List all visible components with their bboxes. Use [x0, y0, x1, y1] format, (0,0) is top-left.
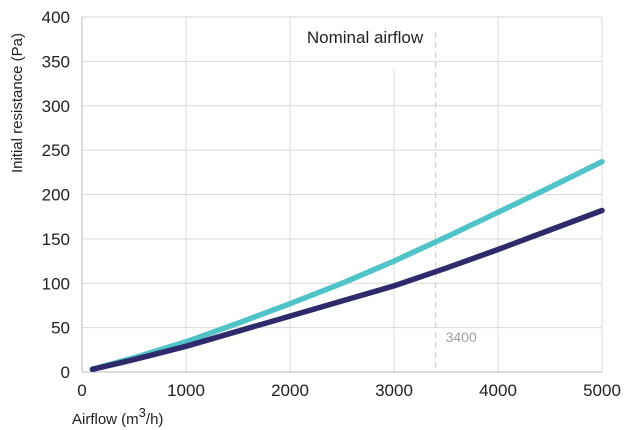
- series-line-2: [89, 207, 605, 373]
- x-axis-label-main: Airflow (m: [72, 411, 139, 428]
- y-tick-label: 0: [61, 363, 70, 382]
- nominal-airflow-label: Nominal airflow: [307, 28, 424, 47]
- x-tick-label: 0: [77, 381, 86, 400]
- series-group: [89, 158, 605, 373]
- nominal-airflow-marker: 3400: [435, 32, 477, 372]
- y-tick-label: 50: [51, 319, 70, 338]
- series-line-1: [89, 158, 605, 373]
- x-axis-label-tail: /h): [146, 411, 164, 428]
- y-tick-label: 200: [42, 186, 70, 205]
- y-tick-label: 250: [42, 141, 70, 160]
- x-axis-label: Airflow (m3/h): [72, 405, 163, 428]
- y-tick-label: 400: [42, 8, 70, 27]
- x-tick-label: 5000: [583, 381, 621, 400]
- grid: [82, 16, 603, 372]
- y-tick-label: 150: [42, 230, 70, 249]
- y-tick-label: 300: [42, 97, 70, 116]
- y-tick-label: 350: [42, 52, 70, 71]
- axes: [81, 17, 602, 373]
- y-axis-label: Initial resistance (Pa): [9, 33, 26, 173]
- y-tick-label: 100: [42, 274, 70, 293]
- x-tick-label: 3000: [375, 381, 413, 400]
- nominal-airflow-value: 3400: [446, 329, 477, 345]
- x-axis-label-superscript: 3: [139, 405, 146, 420]
- x-tick-label: 4000: [479, 381, 517, 400]
- x-tick-label: 2000: [271, 381, 309, 400]
- x-tick-label: 1000: [167, 381, 205, 400]
